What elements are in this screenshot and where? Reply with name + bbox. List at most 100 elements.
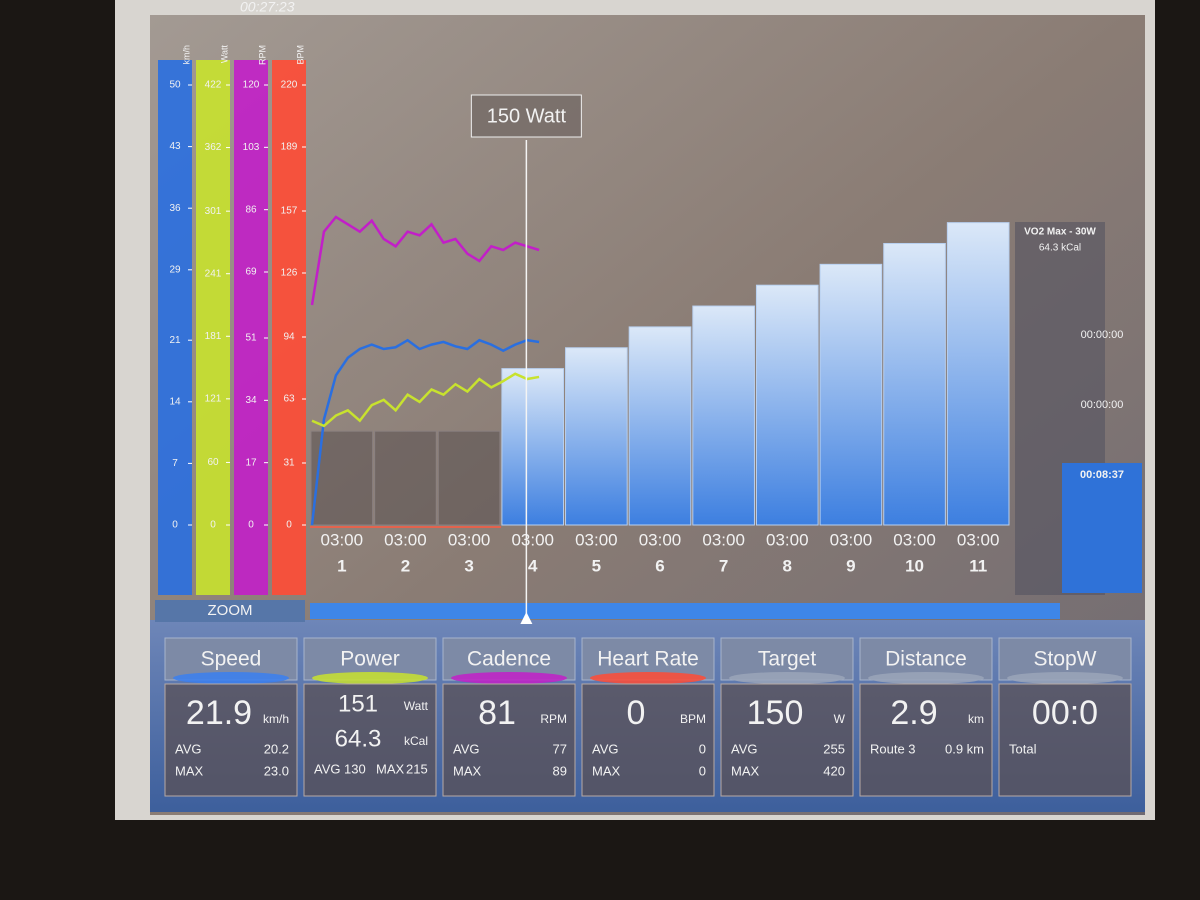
axis-column xyxy=(272,60,306,595)
axis-tick-label: 157 xyxy=(281,206,298,217)
interval-duration: 03:00 xyxy=(448,530,491,549)
card-row-label: Route 3 xyxy=(870,741,916,756)
card-row-label: AVG xyxy=(175,741,202,756)
card-unit: BPM xyxy=(680,712,706,726)
card-value: 0 xyxy=(627,694,646,732)
axis-tick-label: 51 xyxy=(245,333,257,344)
axis-tick-label: 241 xyxy=(205,268,222,279)
interval-duration: 03:00 xyxy=(893,530,936,549)
axis-column xyxy=(196,60,230,595)
axis-tick-label: 69 xyxy=(245,267,257,278)
axis-column xyxy=(158,60,192,595)
card-title: Target xyxy=(758,648,817,671)
axis-tick-label: 0 xyxy=(286,520,292,531)
axis-tick-label: 29 xyxy=(169,264,181,275)
interval-bar[interactable] xyxy=(755,284,819,526)
card-glow xyxy=(1007,672,1123,684)
axis-unit: Watt xyxy=(219,45,229,64)
interval-number: 8 xyxy=(783,556,792,575)
card-body xyxy=(303,683,437,797)
zoom-button[interactable] xyxy=(155,600,305,622)
axis-tick-label: 36 xyxy=(169,203,181,214)
interval-number: 2 xyxy=(401,556,410,575)
card-glow xyxy=(451,672,567,684)
live-trace xyxy=(311,372,540,428)
interval-number: 4 xyxy=(528,556,538,575)
interval-bar[interactable] xyxy=(628,326,692,526)
card-unit: km xyxy=(968,712,984,726)
axis-tick-label: 43 xyxy=(169,141,181,152)
marker-label: 150 Watt xyxy=(487,105,567,127)
card-unit: RPM xyxy=(540,712,567,726)
axis-unit: BPM xyxy=(295,45,305,65)
card-unit: km/h xyxy=(263,712,289,726)
card-value: 00:0 xyxy=(1032,694,1098,732)
interval-duration: 03:00 xyxy=(639,530,682,549)
interval-duration: 03:00 xyxy=(830,530,873,549)
interval-bar[interactable] xyxy=(692,305,755,526)
interval-number: 3 xyxy=(464,556,473,575)
interval-duration: 03:00 xyxy=(321,530,364,549)
axis-tick-label: 422 xyxy=(205,80,222,91)
axis-tick-label: 86 xyxy=(245,204,257,215)
card-row-value: 215 xyxy=(406,761,428,776)
card-glow xyxy=(868,672,984,684)
card-row-label: MAX xyxy=(175,763,204,778)
card-unit: Watt xyxy=(404,699,429,713)
axis-tick-label: 220 xyxy=(281,80,298,91)
interval-number: 7 xyxy=(719,556,728,575)
interval-number: 11 xyxy=(969,556,987,575)
axis-tick-label: 31 xyxy=(283,458,295,469)
card-body xyxy=(581,683,715,797)
live-trace xyxy=(310,215,540,306)
card-body xyxy=(859,683,993,797)
axis-tick-label: 121 xyxy=(205,393,222,404)
card-value: 151 xyxy=(338,690,378,717)
card-glow xyxy=(173,672,289,684)
axis-unit: RPM xyxy=(257,45,267,65)
axis-tick-label: 362 xyxy=(205,142,222,153)
card-title: Power xyxy=(340,648,400,671)
card-row-label: MAX xyxy=(731,763,760,778)
interval-bar[interactable] xyxy=(819,263,883,526)
card-row-value: 89 xyxy=(553,763,567,778)
card-row-label: AVG xyxy=(453,741,480,756)
card-glow xyxy=(590,672,706,684)
card-title: Speed xyxy=(201,648,262,671)
card-value: 2.9 xyxy=(890,694,937,732)
interval-bar[interactable] xyxy=(946,222,1010,526)
zoom-label[interactable]: ZOOM xyxy=(208,602,253,619)
card-sub-value: 64.3 xyxy=(335,725,382,752)
interval-bar[interactable] xyxy=(437,430,501,526)
card-value: 150 xyxy=(747,694,804,732)
timer: 00:08:37 xyxy=(1080,469,1124,481)
card-title: Distance xyxy=(885,648,967,671)
card-title: StopW xyxy=(1033,648,1096,671)
card-row-value: 77 xyxy=(553,741,567,756)
live-trace xyxy=(310,338,540,526)
axis-column xyxy=(234,60,268,595)
interval-duration: 03:00 xyxy=(384,530,427,549)
marker-handle[interactable] xyxy=(520,612,533,624)
interval-bar[interactable] xyxy=(565,347,628,526)
timer: 00:00:00 xyxy=(1081,399,1124,411)
axis-tick-label: 34 xyxy=(245,395,257,406)
interval-bar[interactable] xyxy=(374,430,437,526)
axis-tick-label: 7 xyxy=(172,458,178,469)
zoom-bar[interactable] xyxy=(310,603,1060,619)
card-row-value: 0.9 km xyxy=(945,741,984,756)
interval-bar[interactable] xyxy=(501,368,565,526)
interval-bar[interactable] xyxy=(883,242,946,526)
card-glow xyxy=(729,672,845,684)
card-tab xyxy=(442,637,576,681)
card-row-label: AVG xyxy=(731,741,758,756)
card-row-value: 130 xyxy=(344,761,366,776)
card-row-value: 23.0 xyxy=(264,763,289,778)
axis-tick-label: 17 xyxy=(245,457,257,468)
axis-tick-label: 0 xyxy=(210,520,216,531)
interval-duration: 03:00 xyxy=(957,530,1000,549)
card-sub-unit: kCal xyxy=(404,734,428,748)
interval-number: 9 xyxy=(846,556,855,575)
timer: 00:00:00 xyxy=(1081,329,1124,341)
